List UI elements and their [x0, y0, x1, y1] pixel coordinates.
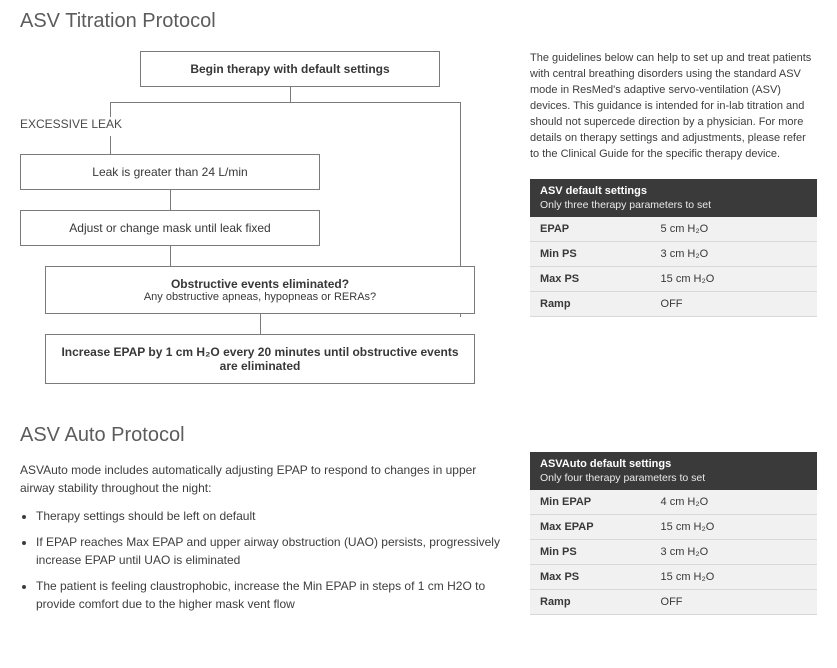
table-row: EPAP5 cm H₂O [530, 217, 817, 242]
table-row: RampOFF [530, 590, 817, 615]
flow-leak-text: Leak is greater than 24 L/min [92, 165, 247, 179]
asv-table-body: EPAP5 cm H₂OMin PS3 cm H₂OMax PS15 cm H₂… [530, 217, 817, 317]
right-column: The guidelines below can help to set up … [530, 51, 817, 384]
asv-settings-table: ASV default settings Only three therapy … [530, 179, 817, 317]
flow-adjust-box: Adjust or change mask until leak fixed [20, 210, 320, 246]
setting-label: EPAP [530, 217, 651, 242]
setting-label: Max PS [530, 266, 651, 291]
auto-section: ASV Auto Protocol ASVAuto mode includes … [20, 424, 817, 621]
flow-adjust-text: Adjust or change mask until leak fixed [69, 221, 270, 235]
table-row: Max EPAP15 cm H₂O [530, 515, 817, 540]
setting-value: OFF [651, 291, 817, 316]
flow-begin-text: Begin therapy with default settings [190, 62, 389, 76]
setting-value: 15 cm H₂O [651, 515, 817, 540]
setting-label: Ramp [530, 590, 651, 615]
setting-value: 4 cm H₂O [651, 490, 817, 515]
asvauto-settings-table: ASVAuto default settings Only four thera… [530, 452, 817, 615]
table-row: Max PS15 cm H₂O [530, 565, 817, 590]
flow-obstructive-title: Obstructive events eliminated? [60, 277, 460, 291]
table-row: Min PS3 cm H₂O [530, 540, 817, 565]
table-row: Max PS15 cm H₂O [530, 266, 817, 291]
flow-begin-box: Begin therapy with default settings [140, 51, 440, 87]
setting-label: Min PS [530, 540, 651, 565]
list-item: Therapy settings should be left on defau… [36, 507, 500, 525]
auto-left-col: ASV Auto Protocol ASVAuto mode includes … [20, 424, 500, 621]
auto-bullets: Therapy settings should be left on defau… [20, 507, 500, 613]
top-section: Begin therapy with default settings EXCE… [20, 51, 817, 384]
setting-value: 3 cm H₂O [651, 540, 817, 565]
auto-right-col: ASVAuto default settings Only four thera… [530, 424, 817, 621]
asv-table-header: ASV default settings [530, 179, 817, 199]
setting-value: 5 cm H₂O [651, 217, 817, 242]
setting-value: 3 cm H₂O [651, 241, 817, 266]
setting-label: Max PS [530, 565, 651, 590]
page-title-titration: ASV Titration Protocol [20, 10, 817, 33]
page-title-auto: ASV Auto Protocol [20, 424, 500, 447]
setting-value: 15 cm H₂O [651, 565, 817, 590]
asv-table-subheader: Only three therapy parameters to set [530, 199, 817, 217]
flow-increase-box: Increase EPAP by 1 cm H₂O every 20 minut… [45, 334, 475, 384]
setting-label: Max EPAP [530, 515, 651, 540]
flow-obstructive-sub: Any obstructive apneas, hypopneas or RER… [60, 291, 460, 303]
asvauto-table-body: Min EPAP4 cm H₂OMax EPAP15 cm H₂OMin PS3… [530, 490, 817, 615]
list-item: If EPAP reaches Max EPAP and upper airwa… [36, 533, 500, 569]
asvauto-table-header: ASVAuto default settings [530, 452, 817, 472]
setting-value: OFF [651, 590, 817, 615]
excessive-leak-label: EXCESSIVE LEAK [20, 117, 500, 131]
setting-label: Min PS [530, 241, 651, 266]
asvauto-table-subheader: Only four therapy parameters to set [530, 472, 817, 490]
list-item: The patient is feeling claustrophobic, i… [36, 577, 500, 613]
flow-increase-text: Increase EPAP by 1 cm H₂O every 20 minut… [61, 345, 458, 373]
setting-label: Min EPAP [530, 490, 651, 515]
table-row: Min EPAP4 cm H₂O [530, 490, 817, 515]
flowchart: Begin therapy with default settings EXCE… [20, 51, 500, 384]
table-row: RampOFF [530, 291, 817, 316]
setting-label: Ramp [530, 291, 651, 316]
auto-intro-text: ASVAuto mode includes automatically adju… [20, 461, 500, 497]
flow-obstructive-box: Obstructive events eliminated? Any obstr… [45, 266, 475, 314]
setting-value: 15 cm H₂O [651, 266, 817, 291]
table-row: Min PS3 cm H₂O [530, 241, 817, 266]
flow-leak-box: Leak is greater than 24 L/min [20, 154, 320, 190]
guidance-text: The guidelines below can help to set up … [530, 51, 817, 163]
